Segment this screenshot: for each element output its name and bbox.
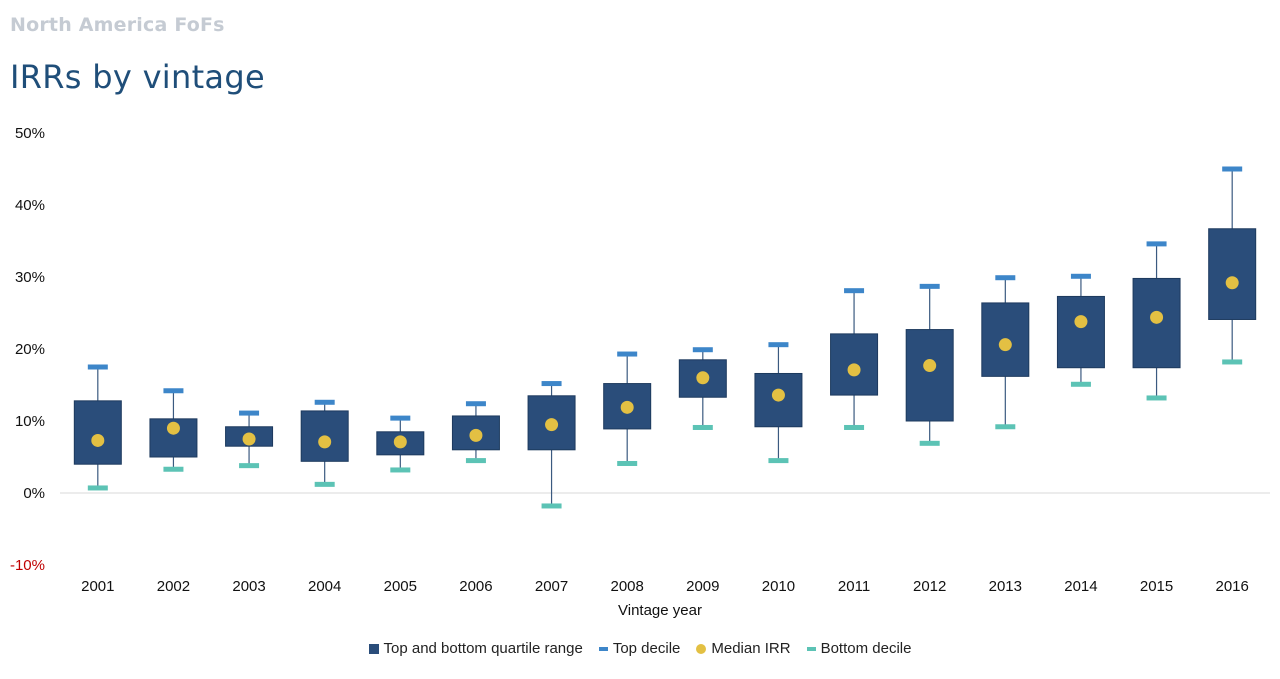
legend-label-quartile: Top and bottom quartile range xyxy=(383,640,583,657)
legend-label-median: Median IRR xyxy=(711,640,791,657)
median-marker xyxy=(393,435,407,449)
top-decile-marker xyxy=(314,399,335,405)
top-decile-marker xyxy=(919,283,940,289)
bottom-decile-marker xyxy=(995,424,1016,430)
median-marker xyxy=(771,388,785,402)
x-tick-label: 2006 xyxy=(459,578,492,595)
x-tick-label: 2011 xyxy=(838,578,870,595)
legend-swatch-top-decile xyxy=(598,646,608,651)
x-tick-label: 2009 xyxy=(686,578,719,595)
x-tick-label: 2014 xyxy=(1064,578,1097,595)
median-marker xyxy=(1150,310,1164,324)
top-decile-marker xyxy=(390,415,411,421)
legend: Top and bottom quartile range Top decile… xyxy=(0,640,1280,657)
bottom-decile-marker xyxy=(465,458,486,464)
top-decile-marker xyxy=(541,381,562,387)
x-tick-label: 2015 xyxy=(1140,578,1173,595)
bottom-decile-marker xyxy=(87,485,108,491)
top-decile-marker xyxy=(617,351,638,357)
median-marker xyxy=(469,428,483,442)
y-tick-label: 20% xyxy=(15,341,45,358)
irr-box-chart: 50%40%30%20%10%0%-10% 2001 2002 2003 2004 20… xyxy=(10,125,1270,619)
x-tick-label: 2001 xyxy=(81,578,114,595)
legend-swatch-bottom-decile xyxy=(806,646,816,651)
x-tick-label: 2010 xyxy=(762,578,795,595)
legend-swatch-median xyxy=(696,643,707,654)
legend-item-bottom-decile: Bottom decile xyxy=(806,640,912,657)
median-marker xyxy=(847,363,861,377)
bottom-decile-marker xyxy=(692,424,713,430)
y-tick-label: 0% xyxy=(23,485,45,502)
chart-title: IRRs by vintage xyxy=(10,58,265,96)
quartile-box xyxy=(1056,295,1105,369)
bottom-decile-marker xyxy=(844,424,865,430)
quartile-box xyxy=(451,415,500,451)
quartile-box xyxy=(905,329,954,422)
x-tick-label: 2005 xyxy=(384,578,417,595)
bottom-decile-marker xyxy=(617,460,638,466)
median-marker xyxy=(318,435,332,449)
bottom-decile-marker xyxy=(314,481,335,487)
top-decile-marker xyxy=(87,364,108,370)
top-decile-marker xyxy=(1222,166,1243,172)
median-marker xyxy=(166,421,180,435)
top-decile-marker xyxy=(692,347,713,353)
quartile-box xyxy=(73,400,122,465)
quartile-box xyxy=(1208,228,1257,320)
median-marker xyxy=(696,371,710,385)
y-tick-label: 50% xyxy=(15,125,45,142)
top-decile-marker xyxy=(1146,241,1167,247)
bottom-decile-marker xyxy=(1146,395,1167,401)
bottom-decile-marker xyxy=(1222,359,1243,365)
x-tick-label: 2012 xyxy=(913,578,946,595)
top-decile-marker xyxy=(163,388,184,394)
legend-item-quartile-range: Top and bottom quartile range xyxy=(368,640,583,657)
median-marker xyxy=(91,433,105,447)
bottom-decile-marker xyxy=(541,503,562,509)
bottom-decile-marker xyxy=(163,466,184,472)
y-tick-label: 40% xyxy=(15,197,45,214)
median-marker xyxy=(242,432,256,446)
y-tick-label: 10% xyxy=(15,413,45,430)
x-tick-label: 2007 xyxy=(535,578,568,595)
y-tick-label: -10% xyxy=(10,557,45,574)
legend-item-median: Median IRR xyxy=(696,640,791,657)
legend-label-bottom-decile: Bottom decile xyxy=(820,640,912,657)
legend-label-top-decile: Top decile xyxy=(612,640,681,657)
y-tick-label: 30% xyxy=(15,269,45,286)
median-marker xyxy=(923,359,937,373)
top-decile-marker xyxy=(844,288,865,294)
x-axis-title: Vintage year xyxy=(618,602,702,619)
top-decile-marker xyxy=(768,342,789,348)
x-tick-label: 2016 xyxy=(1216,578,1249,595)
bottom-decile-marker xyxy=(1070,381,1091,387)
legend-swatch-quartile xyxy=(368,643,379,654)
x-tick-label: 2004 xyxy=(308,578,341,595)
chart-supertitle: North America FoFs xyxy=(10,14,225,36)
median-marker xyxy=(1225,276,1239,290)
median-marker xyxy=(545,418,559,432)
top-decile-marker xyxy=(1070,273,1091,279)
legend-item-top-decile: Top decile xyxy=(598,640,681,657)
x-tick-label: 2008 xyxy=(611,578,644,595)
x-tick-label: 2003 xyxy=(232,578,265,595)
bottom-decile-marker xyxy=(919,440,940,446)
top-decile-marker xyxy=(239,410,260,416)
plot-area xyxy=(73,166,1257,509)
bottom-decile-marker xyxy=(239,463,260,469)
x-tick-label: 2013 xyxy=(989,578,1022,595)
x-axis: 2001 2002 2003 2004 2005 2006 2007 2008 2009 2010… xyxy=(81,578,1249,595)
x-tick-label: 2002 xyxy=(157,578,190,595)
median-marker xyxy=(620,400,634,414)
bottom-decile-marker xyxy=(390,467,411,473)
median-marker xyxy=(1074,315,1088,329)
bottom-decile-marker xyxy=(768,458,789,464)
top-decile-marker xyxy=(465,401,486,407)
y-axis: 50% 40% 30% 20% 10% 0% -10% xyxy=(10,125,45,574)
top-decile-marker xyxy=(995,275,1016,281)
median-marker xyxy=(998,338,1012,352)
quartile-box xyxy=(603,383,652,430)
